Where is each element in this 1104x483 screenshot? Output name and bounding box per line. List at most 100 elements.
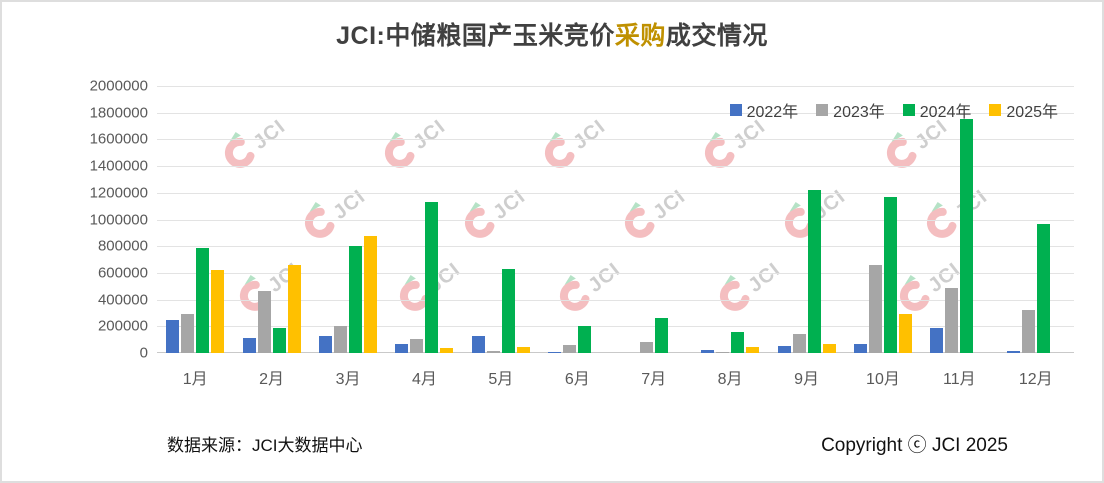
bar-2022年-4月 bbox=[395, 344, 409, 353]
bar-2025年-3月 bbox=[364, 236, 378, 353]
gridline bbox=[157, 326, 1074, 328]
bar-2022年-10月 bbox=[853, 344, 867, 353]
legend-item-2022年: 2022年 bbox=[729, 98, 799, 122]
bar-2025年-2月 bbox=[287, 265, 301, 353]
gridline bbox=[157, 272, 1074, 274]
bar-2024年-3月 bbox=[349, 246, 363, 353]
gridline bbox=[157, 112, 1074, 114]
bar-2022年-12月 bbox=[1006, 351, 1020, 353]
legend-swatch bbox=[816, 104, 829, 116]
y-tick-label: 800000 bbox=[97, 237, 148, 255]
gridline bbox=[157, 246, 1074, 248]
chart-title: JCI:中储粮国产玉米竞价采购成交情况 bbox=[2, 16, 1102, 52]
x-tick-label: 4月 bbox=[412, 371, 437, 388]
x-tick-label: 5月 bbox=[488, 371, 514, 388]
plot-area: 1月 2月 3月 4月 5月 6月 7月 8月 9月 10月 11月 12月 bbox=[157, 86, 1074, 388]
copyright: Copyright ⓒ JCI 2025 bbox=[821, 435, 1008, 456]
bar-group-9月: 9月 bbox=[768, 86, 844, 388]
bar-2024年-9月 bbox=[807, 190, 821, 353]
x-tick-label: 7月 bbox=[641, 371, 667, 388]
bar-2022年-6月 bbox=[548, 352, 562, 353]
bar-group-5月: 5月 bbox=[463, 86, 539, 388]
bar-2023年-12月 bbox=[1021, 310, 1035, 353]
bar-2022年-8月 bbox=[701, 350, 715, 353]
legend-item-2024年: 2024年 bbox=[902, 98, 972, 122]
bar-group-2月: 2月 bbox=[233, 86, 309, 388]
y-tick-label: 1000000 bbox=[89, 211, 148, 228]
bar-group-1月: 1月 bbox=[157, 86, 233, 388]
bar-2023年-5月 bbox=[486, 351, 500, 353]
data-source: 数据来源：JCI大数据中心 bbox=[167, 436, 363, 455]
y-tick-label: 200000 bbox=[97, 317, 148, 335]
bar-2024年-5月 bbox=[501, 269, 515, 353]
footer: 数据来源：JCI大数据中心 Copyright ⓒ JCI 2025 bbox=[2, 430, 1102, 457]
bar-group-8月: 8月 bbox=[692, 86, 768, 388]
bar-2023年-8月 bbox=[716, 352, 730, 353]
bar-group-3月: 3月 bbox=[310, 86, 386, 388]
legend-swatch bbox=[729, 104, 742, 116]
x-tick-label: 12月 bbox=[1018, 371, 1053, 388]
legend-swatch bbox=[902, 104, 915, 116]
gridline bbox=[157, 139, 1074, 141]
bar-2023年-2月 bbox=[257, 291, 271, 353]
bar-2024年-11月 bbox=[960, 119, 974, 353]
bar-2025年-10月 bbox=[898, 314, 912, 353]
bar-group-10月: 10月 bbox=[845, 86, 921, 388]
bar-2024年-7月 bbox=[654, 318, 668, 353]
bar-2023年-6月 bbox=[563, 345, 577, 353]
gridline bbox=[157, 219, 1074, 221]
x-tick-label: 9月 bbox=[794, 371, 819, 388]
bar-2024年-8月 bbox=[731, 332, 745, 353]
chart-title-highlight: 采购 bbox=[614, 22, 666, 50]
x-tick-label: 10月 bbox=[866, 371, 900, 388]
bar-group-7月: 7月 bbox=[616, 86, 692, 388]
legend: 2022年 2023年 2024年 2025年 bbox=[729, 98, 1058, 122]
y-axis: 2000000 1800000 1600000 1400000 1200000 10000… bbox=[2, 78, 148, 362]
bar-2024年-1月 bbox=[196, 248, 210, 353]
legend-item-2023年: 2023年 bbox=[816, 98, 885, 122]
bar-2022年-2月 bbox=[242, 338, 256, 353]
bar-2024年-2月 bbox=[272, 328, 286, 353]
legend-label: 2022年 bbox=[746, 104, 799, 121]
bar-2025年-5月 bbox=[516, 347, 530, 353]
bar-2022年-9月 bbox=[777, 346, 791, 353]
bar-group-6月: 6月 bbox=[539, 86, 615, 388]
chart-title-prefix: JCI:中储粮国产玉米竞价 bbox=[336, 22, 615, 50]
gridline bbox=[157, 86, 1074, 87]
bar-2024年-12月 bbox=[1036, 224, 1050, 353]
bar-2023年-4月 bbox=[410, 339, 424, 353]
bar-group-12月: 12月 bbox=[998, 86, 1074, 388]
legend-swatch bbox=[989, 104, 1002, 116]
bar-2023年-10月 bbox=[868, 265, 882, 353]
bar-2024年-6月 bbox=[578, 326, 592, 353]
x-tick-label: 11月 bbox=[943, 371, 976, 388]
bar-2025年-1月 bbox=[211, 270, 225, 353]
bar-2025年-4月 bbox=[440, 348, 454, 353]
bar-2022年-5月 bbox=[471, 336, 485, 353]
y-tick-label: 2000000 bbox=[89, 77, 148, 95]
chart-title-suffix: 成交情况 bbox=[665, 22, 768, 50]
bar-2023年-3月 bbox=[334, 326, 348, 353]
x-tick-label: 8月 bbox=[717, 371, 743, 388]
bar-group-11月: 11月 bbox=[921, 86, 997, 388]
y-tick-label: 1400000 bbox=[89, 157, 148, 175]
legend-label: 2025年 bbox=[1006, 104, 1058, 121]
bar-2023年-9月 bbox=[792, 334, 806, 353]
gridline bbox=[157, 166, 1074, 168]
bar-2023年-11月 bbox=[945, 288, 959, 353]
legend-label: 2024年 bbox=[919, 104, 972, 121]
y-tick-label: 1800000 bbox=[89, 104, 148, 122]
y-tick-label: 0 bbox=[139, 344, 148, 362]
y-tick-label: 1600000 bbox=[89, 130, 148, 148]
legend-label: 2023年 bbox=[833, 104, 885, 121]
bar-2022年-3月 bbox=[319, 336, 333, 353]
x-tick-label: 6月 bbox=[564, 371, 590, 388]
bar-2022年-1月 bbox=[166, 320, 180, 353]
gridline bbox=[157, 299, 1074, 301]
bar-2024年-4月 bbox=[425, 202, 439, 353]
y-tick-label: 400000 bbox=[97, 291, 148, 309]
y-tick-label: 1200000 bbox=[89, 184, 148, 202]
bar-group-4月: 4月 bbox=[386, 86, 462, 388]
gridline bbox=[157, 192, 1074, 194]
